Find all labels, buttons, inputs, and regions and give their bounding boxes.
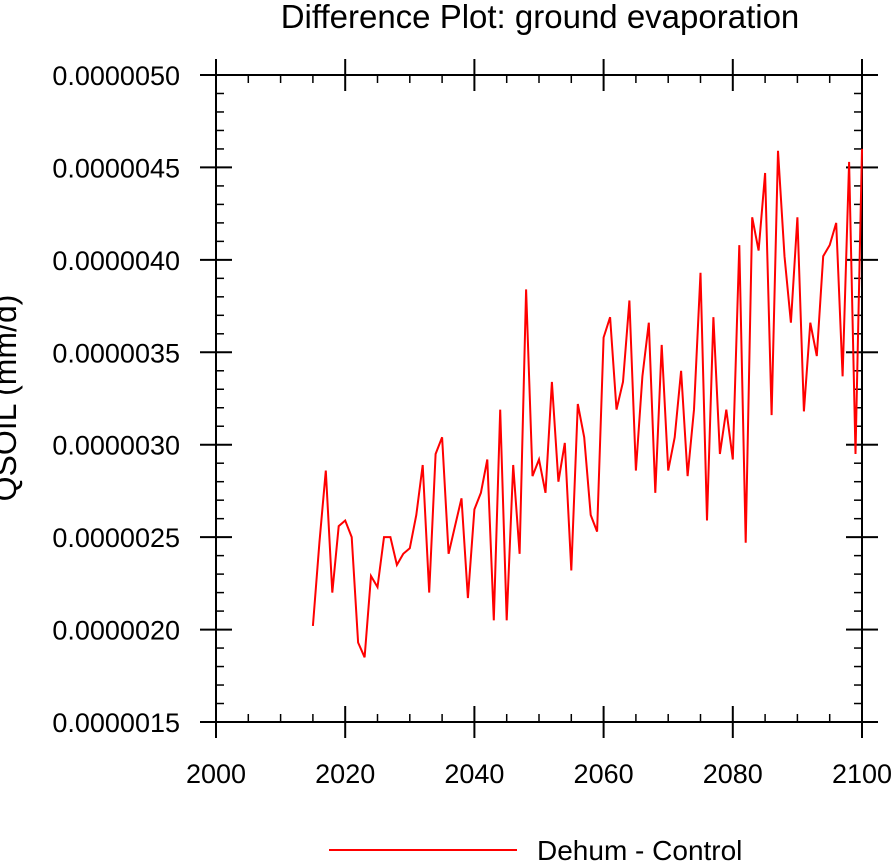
y-tick-label: 0.0000040 [52,246,180,276]
y-tick-label: 0.0000045 [52,153,180,183]
y-axis-label: QSOIL (mm/d) [0,295,23,502]
y-tick-label: 0.0000015 [52,708,180,738]
series-line-dehum-control [311,148,863,658]
y-tick-label: 0.0000025 [52,523,180,553]
x-tick-label: 2040 [444,759,504,789]
x-tick-label: 2060 [574,759,634,789]
y-tick-label: 0.0000030 [52,431,180,461]
x-tick-label: 2080 [703,759,763,789]
major-ticks [200,59,878,738]
y-tick-label: 0.0000020 [52,616,180,646]
legend: Dehum - Control [329,835,742,861]
x-tick-labels: 2000 2020 2040 2060 2080 2100 [186,759,892,789]
x-tick-label: 2000 [186,759,246,789]
y-tick-labels: 0.0000015 0.0000020 0.0000025 0.0000030 0.00… [52,61,180,738]
y-tick-label: 0.0000035 [52,338,180,368]
x-tick-label: 2020 [315,759,375,789]
legend-label: Dehum - Control [537,835,742,861]
chart-title: Difference Plot: ground evaporation [281,0,800,35]
y-tick-label: 0.0000050 [52,61,180,91]
x-tick-label: 2100 [832,759,892,789]
